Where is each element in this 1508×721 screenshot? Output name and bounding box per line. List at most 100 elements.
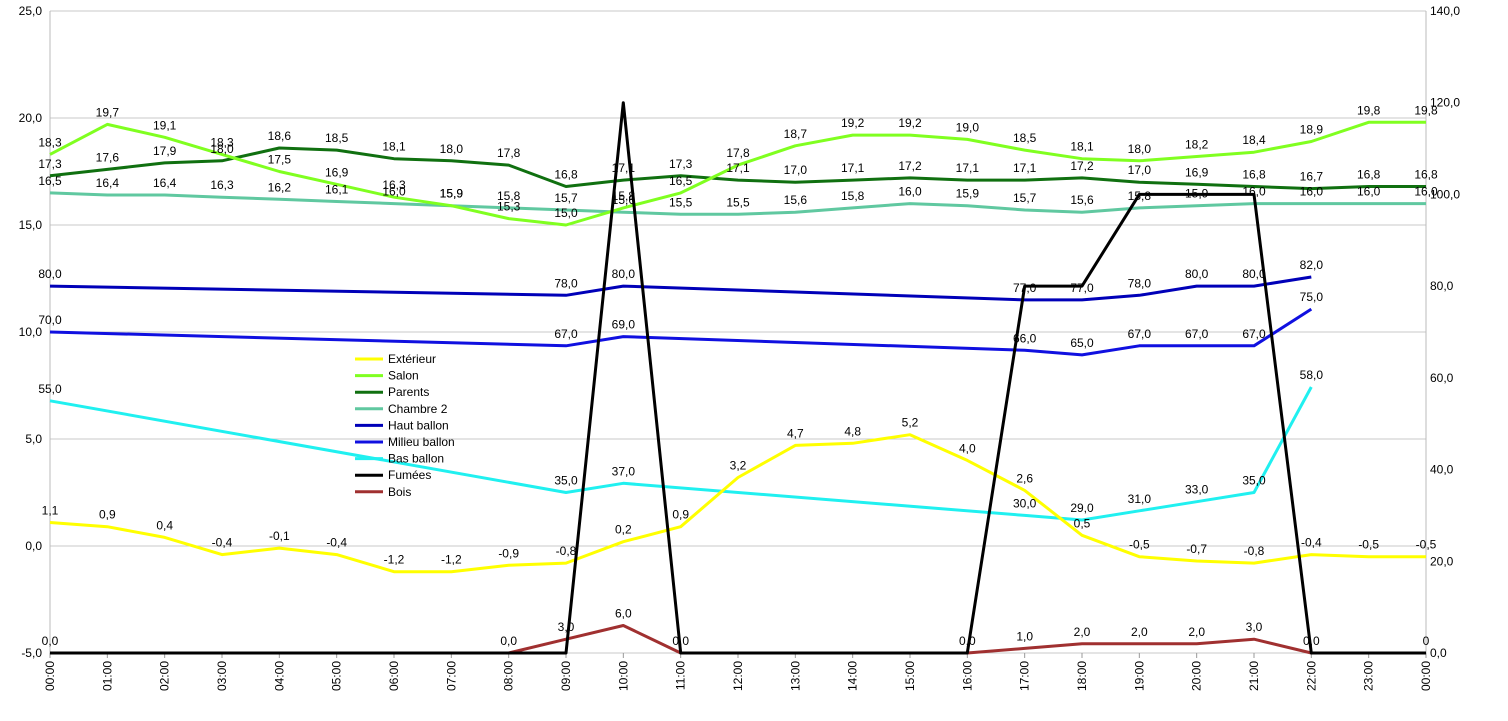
data-label: 4,8 <box>844 424 861 438</box>
legend-label-haut-ballon: Haut ballon <box>388 418 449 432</box>
x-tick-label: 13:00 <box>788 661 802 691</box>
left-tick-label: 25,0 <box>19 4 43 18</box>
data-label: 0,0 <box>672 634 689 648</box>
data-label: 16,8 <box>1242 167 1266 181</box>
data-label: 16,7 <box>1300 170 1324 184</box>
data-label: 17,0 <box>1128 163 1152 177</box>
data-label: 70,0 <box>38 313 62 327</box>
data-label: 2,0 <box>1131 625 1148 639</box>
data-label: 16,4 <box>96 176 120 190</box>
data-label: 80,0 <box>38 267 62 281</box>
x-tick-label: 21:00 <box>1247 661 1261 691</box>
data-label: 17,1 <box>726 161 750 175</box>
data-label: 16,0 <box>1357 185 1381 199</box>
x-tick-label: 20:00 <box>1190 661 1204 691</box>
data-label: 16,0 <box>1242 185 1266 199</box>
data-label: 78,0 <box>1128 276 1152 290</box>
series-line-ext-rieur <box>49 433 1426 574</box>
data-label: 15,8 <box>1128 189 1152 203</box>
data-label: 17,9 <box>153 144 177 158</box>
data-label: 82,0 <box>1300 258 1324 272</box>
data-label: 18,7 <box>784 127 808 141</box>
data-label: 17,1 <box>612 161 636 175</box>
data-label: 31,0 <box>1128 492 1152 506</box>
data-label: 16,3 <box>210 178 234 192</box>
data-label: -0,4 <box>1301 536 1322 550</box>
data-label: 4,7 <box>787 426 804 440</box>
data-label: 55,0 <box>38 382 62 396</box>
data-label: 17,8 <box>497 146 521 160</box>
data-label: 18,3 <box>210 135 234 149</box>
series-line-bas-ballon <box>49 386 1313 522</box>
data-label: 2,0 <box>1188 625 1205 639</box>
data-label: 18,6 <box>268 129 292 143</box>
data-label: 15,7 <box>1013 191 1037 205</box>
x-tick-label: 19:00 <box>1132 661 1146 691</box>
x-tick-label: 02:00 <box>158 661 172 691</box>
data-label: 16,0 <box>898 185 922 199</box>
data-label: 18,1 <box>1070 140 1094 154</box>
legend-label-parents: Parents <box>388 385 429 399</box>
data-label: 5,2 <box>902 416 919 430</box>
data-label: -0,5 <box>1416 538 1437 552</box>
data-label: 15,3 <box>497 200 521 214</box>
data-label: 18,3 <box>38 135 62 149</box>
data-label: 15,9 <box>956 187 980 201</box>
data-label: 18,4 <box>1242 133 1266 147</box>
left-tick-label: 15,0 <box>19 218 43 232</box>
legend-label-salon: Salon <box>388 369 419 383</box>
right-tick-label: 140,0 <box>1430 4 1460 18</box>
right-tick-label: 80,0 <box>1430 279 1454 293</box>
right-tick-label: 60,0 <box>1430 371 1454 385</box>
x-tick-label: 14:00 <box>846 661 860 691</box>
data-label: -0,8 <box>556 544 577 558</box>
series-line-chambre-2 <box>49 191 1426 216</box>
left-tick-label: 0,0 <box>25 539 42 553</box>
data-label: 16,8 <box>554 167 578 181</box>
data-label: 6,0 <box>615 606 632 620</box>
data-label: 15,5 <box>669 195 693 209</box>
data-label: -1,2 <box>384 553 405 567</box>
data-label: 35,0 <box>554 474 578 488</box>
data-label: 15,6 <box>1070 193 1094 207</box>
data-label: 80,0 <box>1242 267 1266 281</box>
data-label: 17,2 <box>1070 159 1094 173</box>
x-tick-label: 04:00 <box>272 661 286 691</box>
x-tick-label: 22:00 <box>1304 661 1318 691</box>
data-label: 0,0 <box>959 634 976 648</box>
data-label: 15,8 <box>612 189 636 203</box>
data-label: 78,0 <box>554 276 578 290</box>
x-tick-label: 23:00 <box>1362 661 1376 691</box>
data-label: 17,1 <box>841 161 865 175</box>
left-tick-label: 5,0 <box>25 432 42 446</box>
data-label: 18,0 <box>440 142 464 156</box>
data-label: 3,2 <box>730 459 747 473</box>
x-tick-label: 11:00 <box>674 661 688 690</box>
data-label: 18,1 <box>382 140 406 154</box>
data-label: 35,0 <box>1242 474 1266 488</box>
data-label: 18,0 <box>1128 142 1152 156</box>
left-tick-label: 20,0 <box>19 111 43 125</box>
left-axis-ticks: -5,0 0,0 5,0 10,0 15,0 20,0 25,0 <box>19 4 43 660</box>
data-label: 16,5 <box>669 174 693 188</box>
data-label: 15,9 <box>1185 187 1209 201</box>
data-label: 30,0 <box>1013 496 1037 510</box>
data-labels: 1,1 0,9 0,4 -0,4 -0,1 -0,4 -1,2 -1,2 -0,9 -0,8 0,2… <box>38 103 1438 648</box>
data-label: 18,5 <box>1013 131 1037 145</box>
right-tick-label: 20,0 <box>1430 554 1454 568</box>
data-label: 19,0 <box>956 120 980 134</box>
series-lines <box>49 101 1426 655</box>
data-label: 16,2 <box>268 180 292 194</box>
data-label: 17,1 <box>1013 161 1037 175</box>
left-tick-label: 10,0 <box>19 325 43 339</box>
data-label: 18,5 <box>325 131 349 145</box>
series-line-haut-ballon <box>49 275 1312 302</box>
data-label: 18,9 <box>1300 123 1324 137</box>
legend-label-bas-ballon: Bas ballon <box>388 452 444 466</box>
data-label: 19,8 <box>1357 103 1381 117</box>
data-label: 0,9 <box>672 508 689 522</box>
legend-label-bois: Bois <box>388 485 411 499</box>
legend: Extérieur Salon Parents Chambre 2 Haut ballo… <box>355 352 455 499</box>
